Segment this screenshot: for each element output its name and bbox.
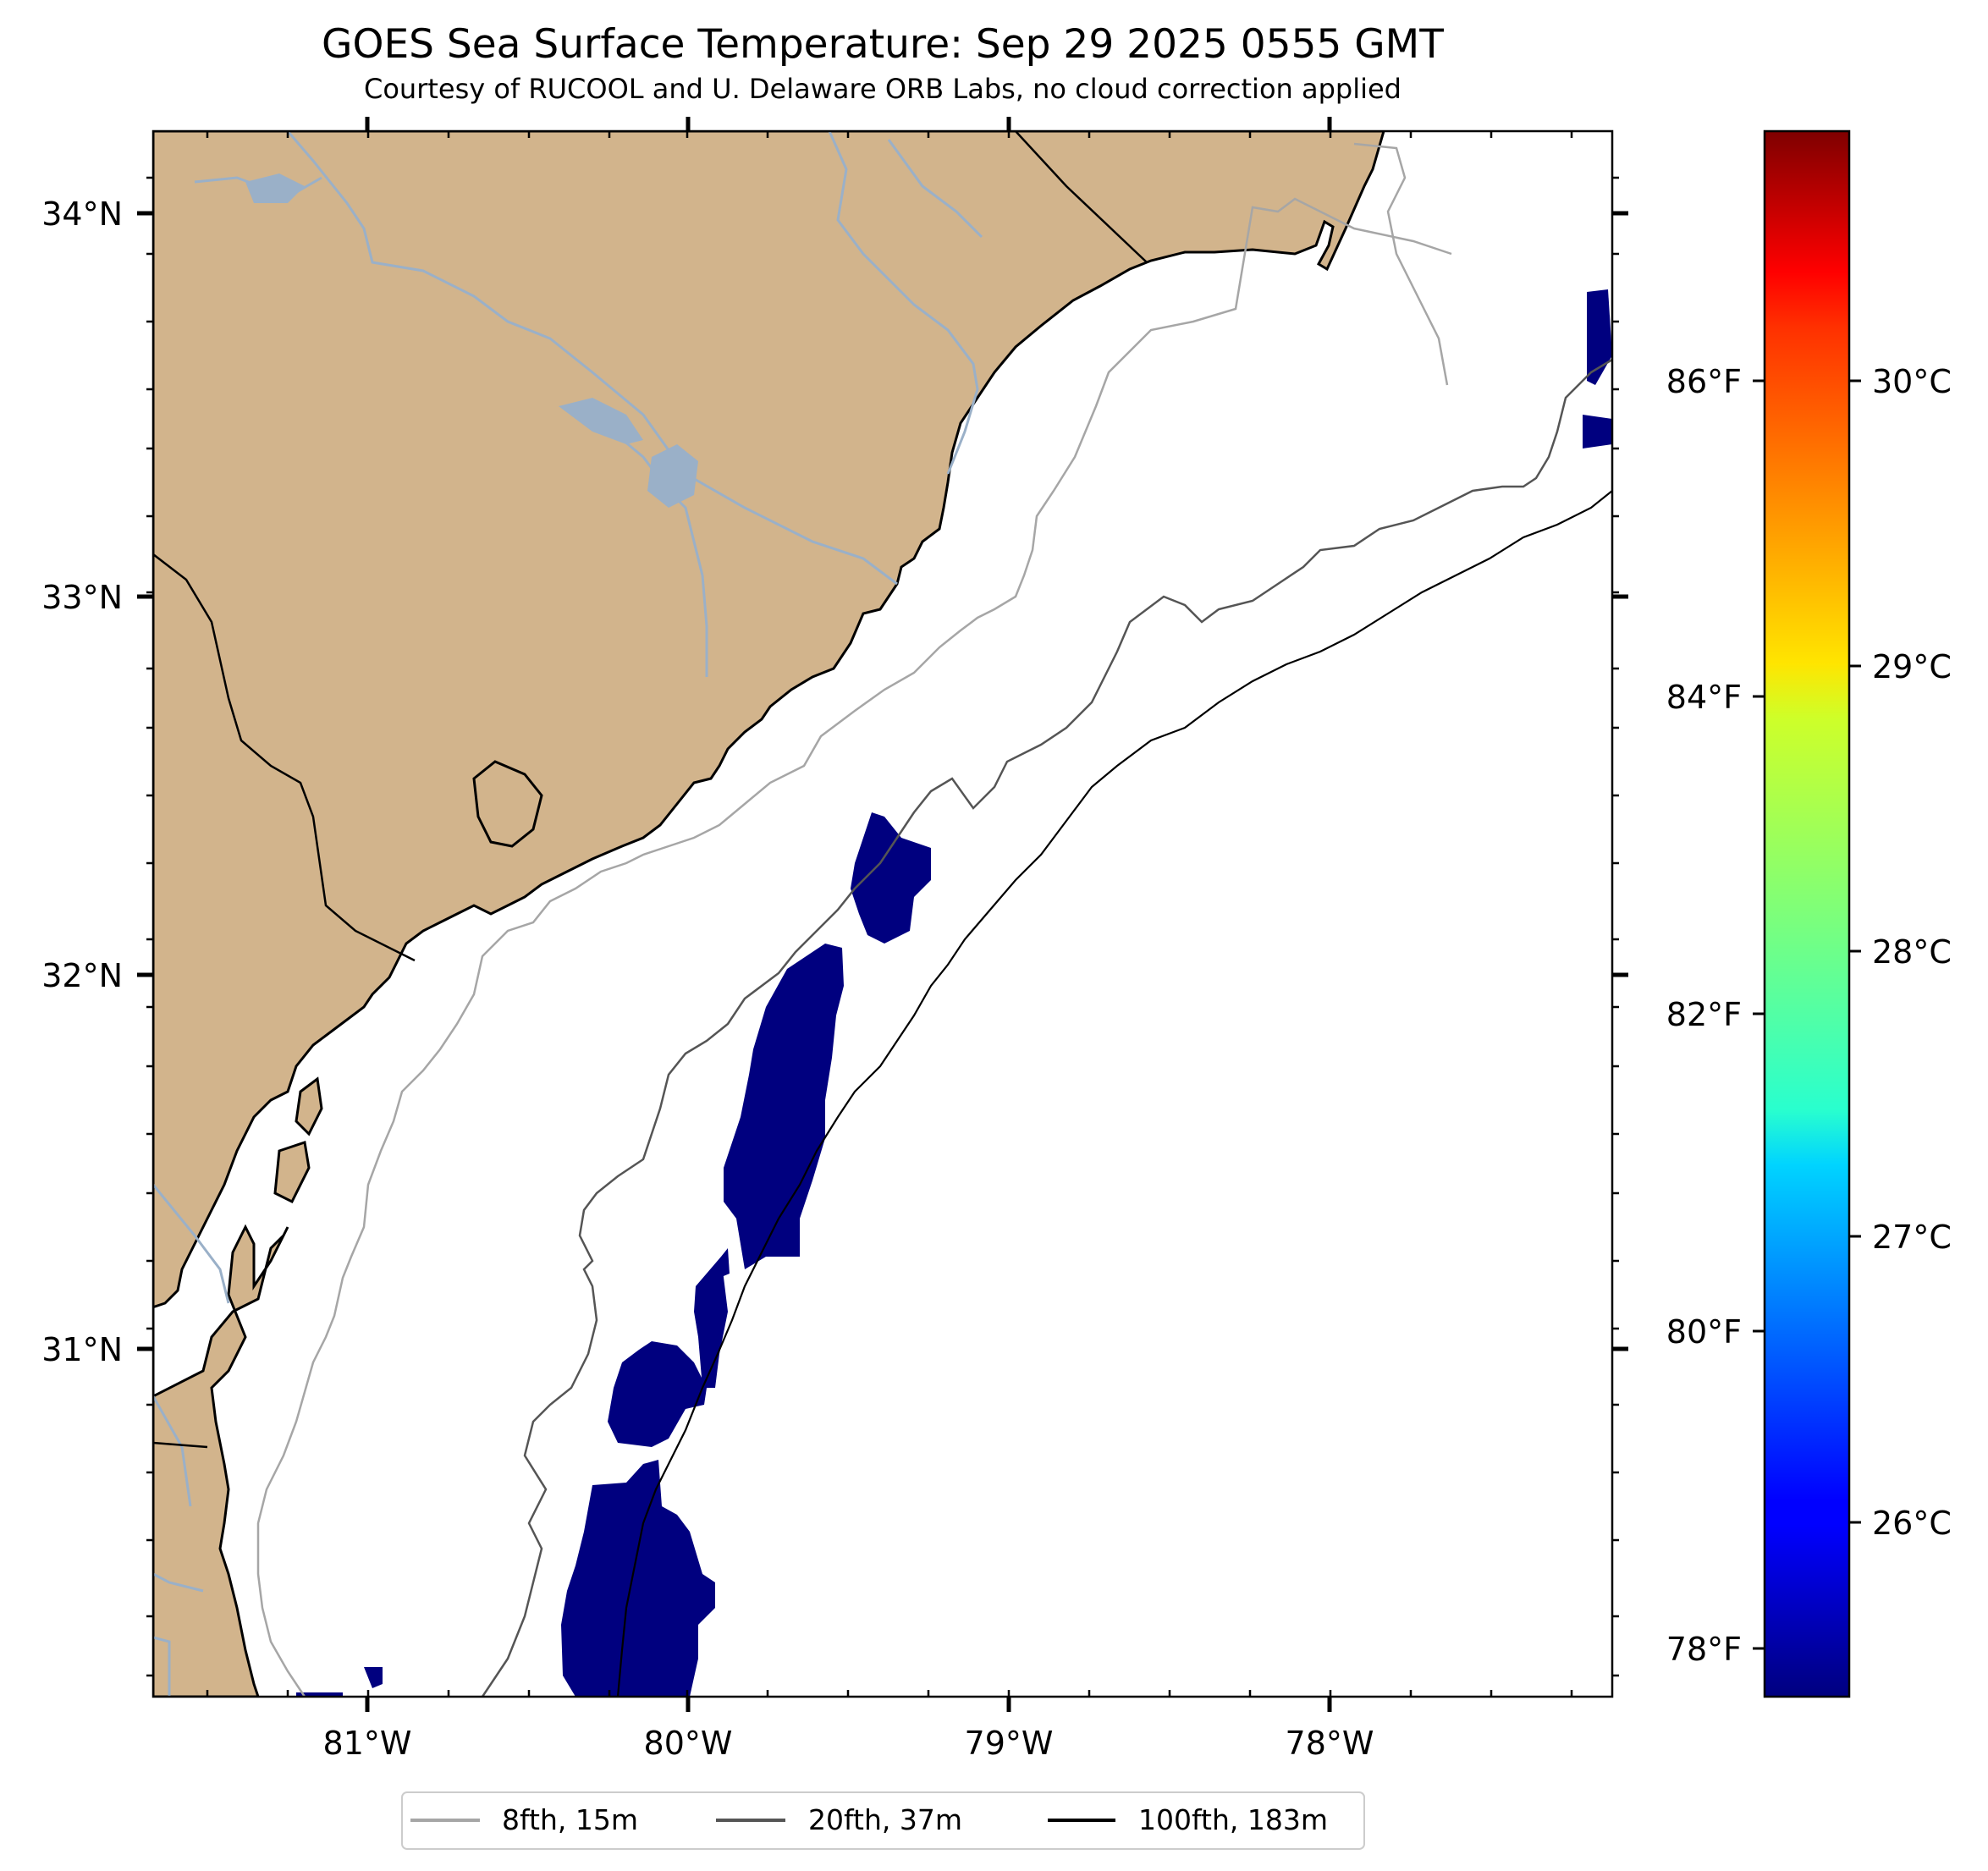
lon-label-81w: 81°W (323, 1725, 412, 1762)
longitude-labels: 81°W 80°W 79°W 78°W (323, 1725, 1374, 1762)
f-label-78: 78°F (1666, 1631, 1742, 1668)
latitude-labels: 34°N 33°N 32°N 31°N (41, 195, 123, 1368)
lon-label-78w: 78°W (1286, 1725, 1374, 1762)
c-label-30: 30°C (1872, 363, 1952, 400)
lat-label-31n: 31°N (41, 1331, 123, 1368)
contour-8fth (256, 142, 1452, 1697)
f-label-80: 80°F (1666, 1313, 1742, 1351)
legend-label-20fth: 20fth, 37m (808, 1803, 962, 1836)
celsius-ticks (1849, 379, 1861, 1524)
lat-label-33n: 33°N (41, 579, 123, 616)
lon-label-80w: 80°W (644, 1725, 733, 1762)
lat-label-32n: 32°N (41, 957, 123, 994)
fahrenheit-ticks (1753, 379, 1765, 1650)
c-label-26: 26°C (1872, 1505, 1952, 1542)
celsius-labels: 26°C 27°C 28°C 29°C 30°C (1872, 363, 1952, 1542)
land-mass (153, 131, 1385, 1697)
legend-label-8fth: 8fth, 15m (502, 1803, 638, 1836)
contour-legend: 8fth, 15m 20fth, 37m 100fth, 183m (401, 1791, 1365, 1850)
f-label-84: 84°F (1666, 679, 1742, 716)
c-label-27: 27°C (1872, 1219, 1952, 1256)
colorbar-gradient (1763, 129, 1851, 1698)
island-3 (295, 1076, 323, 1136)
lat-label-34n: 34°N (41, 195, 123, 233)
island-2 (273, 1141, 311, 1204)
contour-100fth (616, 490, 1612, 1697)
state-borders (153, 131, 1148, 1449)
colorbar: 78°F 80°F 82°F 84°F 86°F 26°C 27°C 28°C … (1666, 129, 1952, 1698)
legend-box (401, 1791, 1365, 1850)
lake-moultrie (647, 444, 698, 508)
f-label-82: 82°F (1666, 996, 1742, 1033)
c-label-28: 28°C (1872, 933, 1952, 971)
map-title: GOES Sea Surface Temperature: Sep 29 202… (322, 21, 1444, 68)
c-label-29: 29°C (1872, 648, 1952, 685)
contour-20fth (481, 358, 1612, 1697)
lake-marion (559, 398, 643, 444)
f-label-86: 86°F (1666, 363, 1742, 400)
map-panel (153, 131, 1612, 1697)
lon-label-79w: 79°W (965, 1725, 1054, 1762)
fahrenheit-labels: 78°F 80°F 82°F 84°F 86°F (1666, 363, 1742, 1668)
lake-upper (245, 173, 305, 203)
island-1 (472, 760, 543, 848)
legend-label-100fth: 100fth, 183m (1138, 1803, 1328, 1836)
minor-ticks (146, 131, 1619, 1697)
map-subtitle: Courtesy of RUCOOL and U. Delaware ORB L… (364, 73, 1402, 105)
sst-patches (296, 289, 1612, 1697)
map-frame (151, 129, 1614, 1698)
major-ticks (137, 117, 1628, 1712)
